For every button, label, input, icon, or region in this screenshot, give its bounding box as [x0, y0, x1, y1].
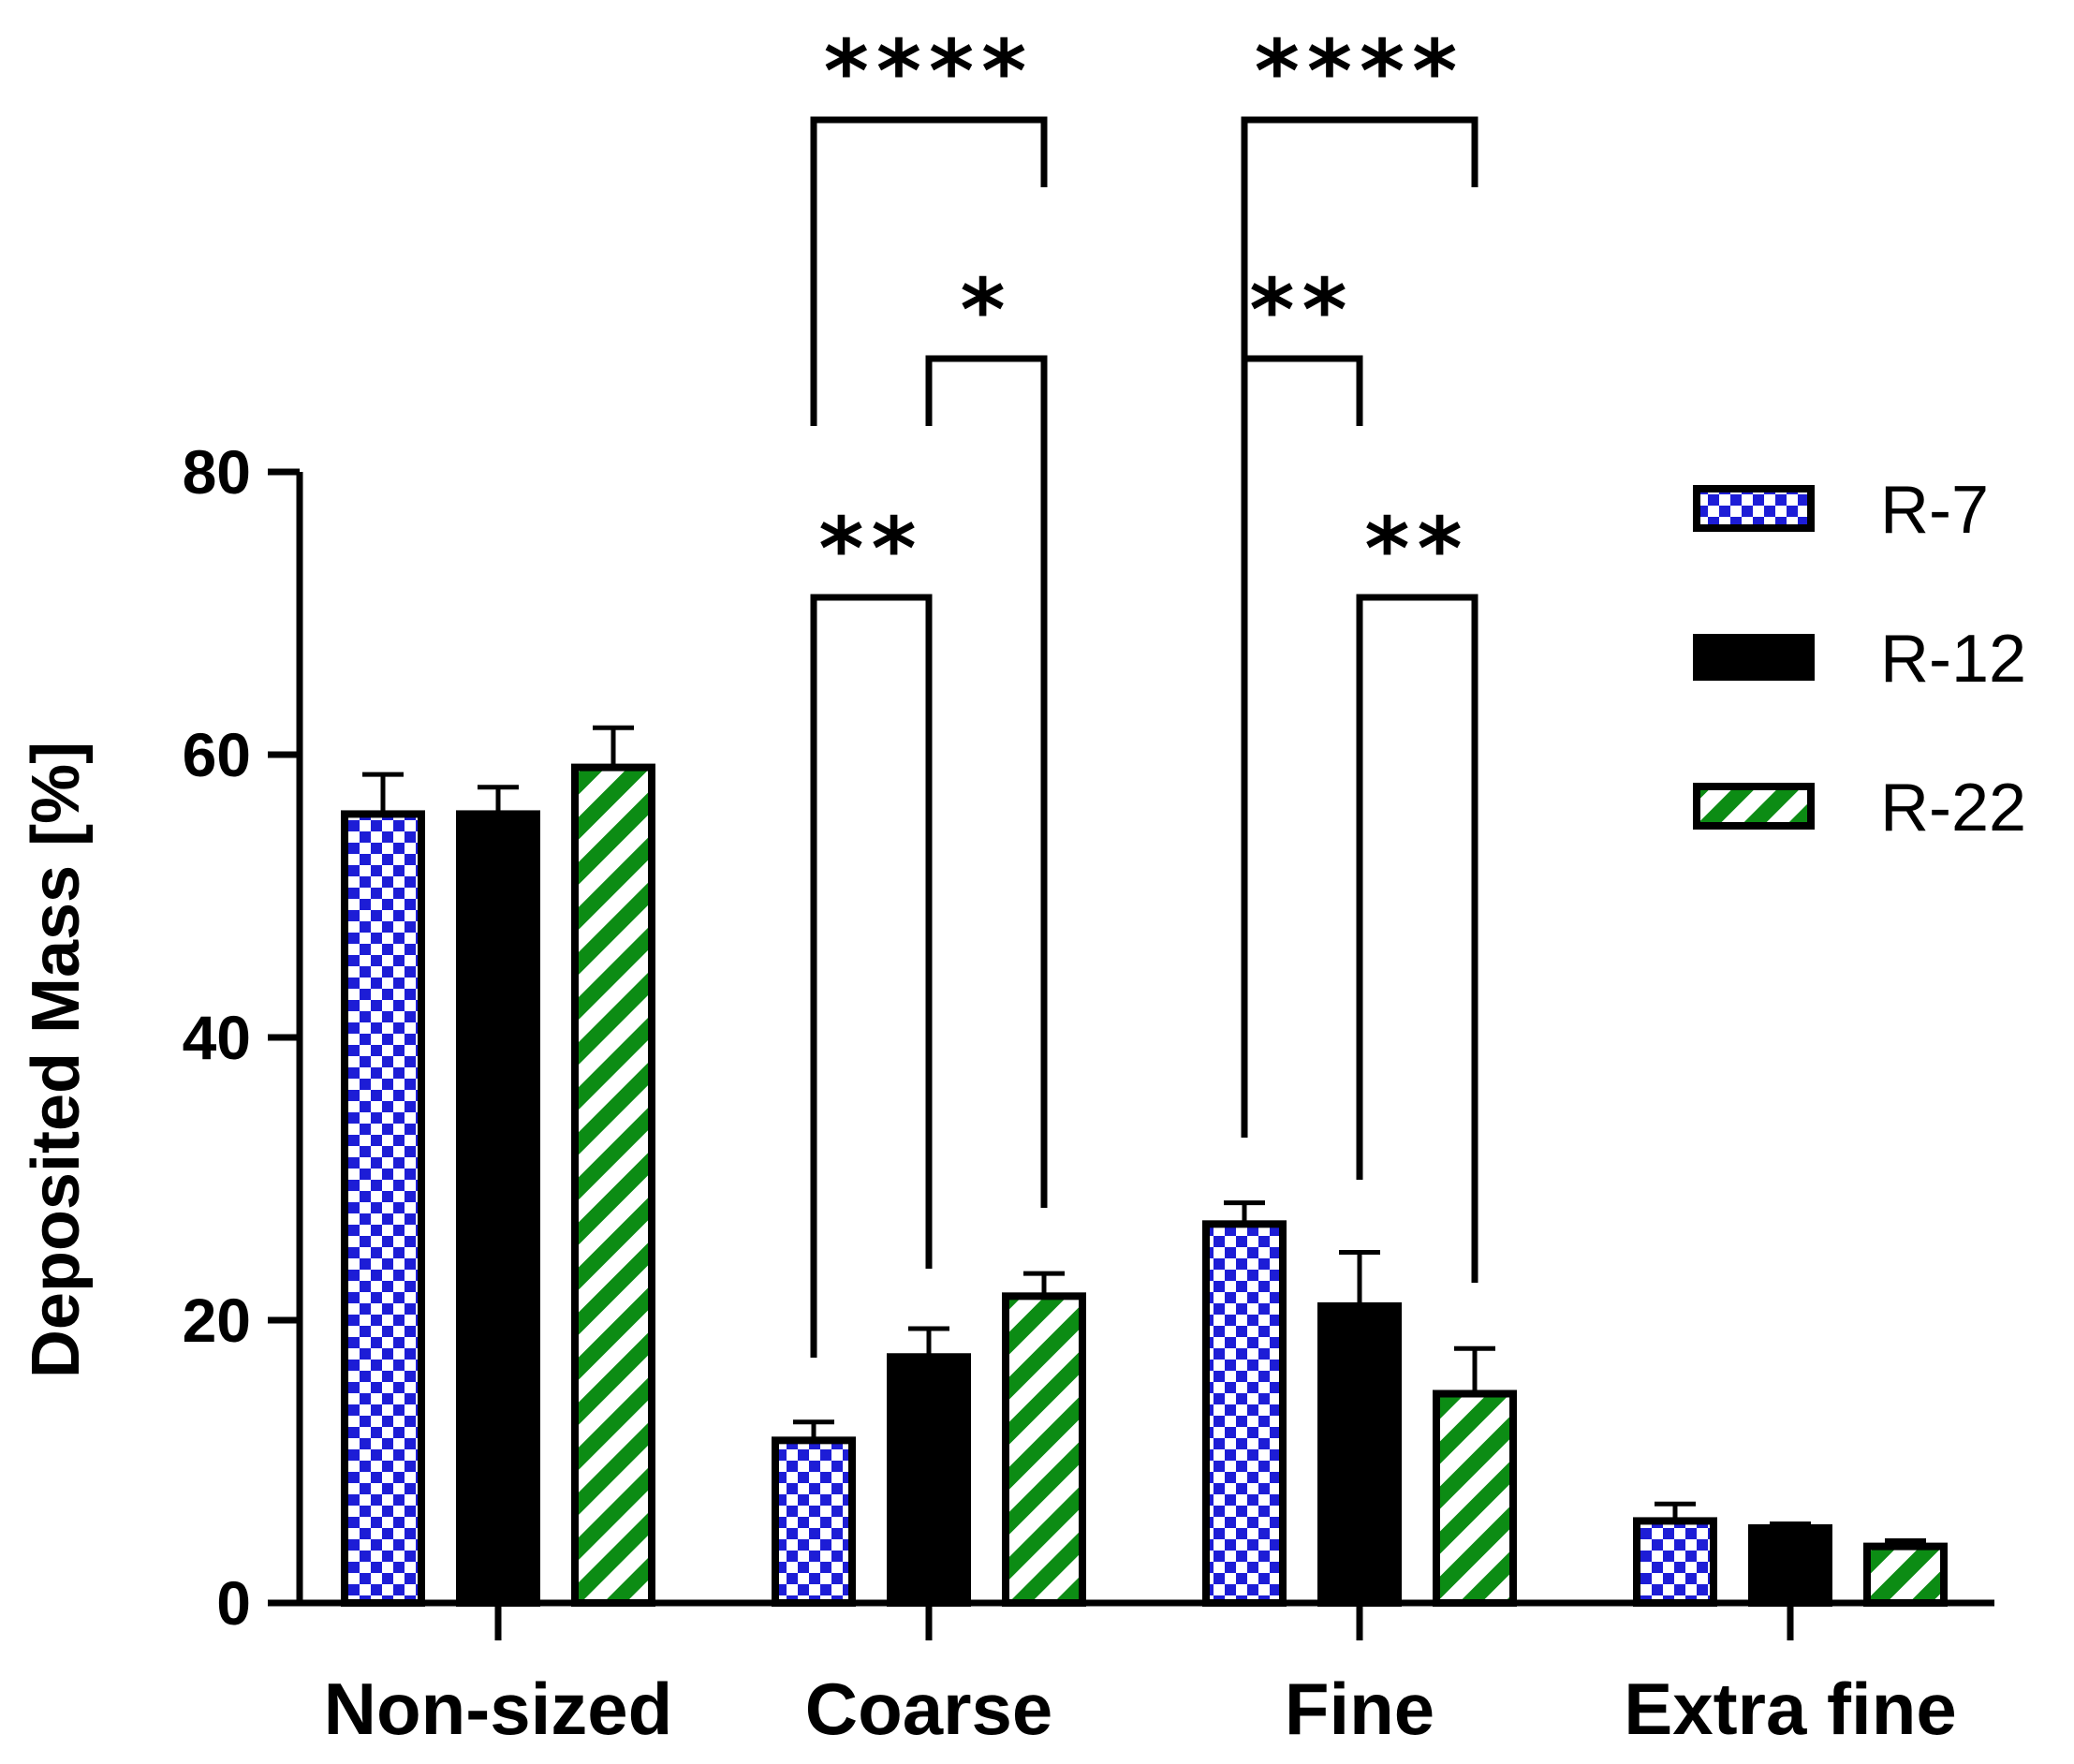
- bar: [1202, 1220, 1287, 1607]
- legend-swatch: [1693, 634, 1815, 681]
- bar: [1002, 1292, 1086, 1607]
- bar: [456, 810, 540, 1607]
- bar: [887, 1353, 971, 1607]
- bar: [772, 1436, 856, 1607]
- bar: [1748, 1523, 1832, 1607]
- legend: R-7 R-12 R-22: [1693, 473, 2026, 845]
- significance-label: ****: [1255, 22, 1464, 122]
- significance-label: ****: [824, 22, 1034, 122]
- significance-brackets: ***************: [810, 22, 1478, 1358]
- significance-bracket: [1356, 594, 1478, 1283]
- bars: [341, 725, 1948, 1608]
- y-tick-label: 0: [216, 1568, 251, 1638]
- x-category-label: Fine: [1285, 1668, 1434, 1750]
- legend-label: R-7: [1880, 473, 1989, 548]
- significance-bracket: [1241, 116, 1478, 1138]
- significance-bracket: [1241, 355, 1363, 1138]
- bar: [341, 810, 425, 1607]
- y-tick-label: 80: [183, 437, 251, 507]
- y-tick-label: 40: [183, 1003, 251, 1072]
- legend-label: R-22: [1880, 771, 2026, 845]
- y-tick-label: 60: [183, 720, 251, 789]
- legend-swatch: [1693, 485, 1815, 532]
- bar: [1317, 1301, 1402, 1608]
- y-tick-label: 20: [183, 1286, 251, 1355]
- significance-bracket: [925, 355, 1048, 1208]
- bar: [1433, 1389, 1517, 1608]
- y-axis-title: Deposited Mass [%]: [19, 742, 94, 1378]
- legend-swatch: [1693, 783, 1815, 830]
- x-category-label: Extra fine: [1624, 1668, 1956, 1750]
- axes: 0 20 40 60 80 Deposited Mass [%] Non-sized Coar…: [19, 437, 1994, 1750]
- significance-label: **: [818, 499, 923, 599]
- x-category-label: Coarse: [805, 1668, 1052, 1750]
- significance-bracket: [810, 594, 933, 1358]
- significance-label: **: [1364, 499, 1469, 599]
- significance-label: *: [960, 260, 1012, 360]
- bar: [1863, 1542, 1948, 1607]
- legend-label: R-12: [1880, 622, 2026, 697]
- bar: [1633, 1517, 1717, 1608]
- significance-bracket: [810, 116, 1048, 426]
- bar: [571, 763, 655, 1607]
- x-category-label: Non-sized: [324, 1668, 673, 1750]
- significance-label: **: [1249, 260, 1354, 360]
